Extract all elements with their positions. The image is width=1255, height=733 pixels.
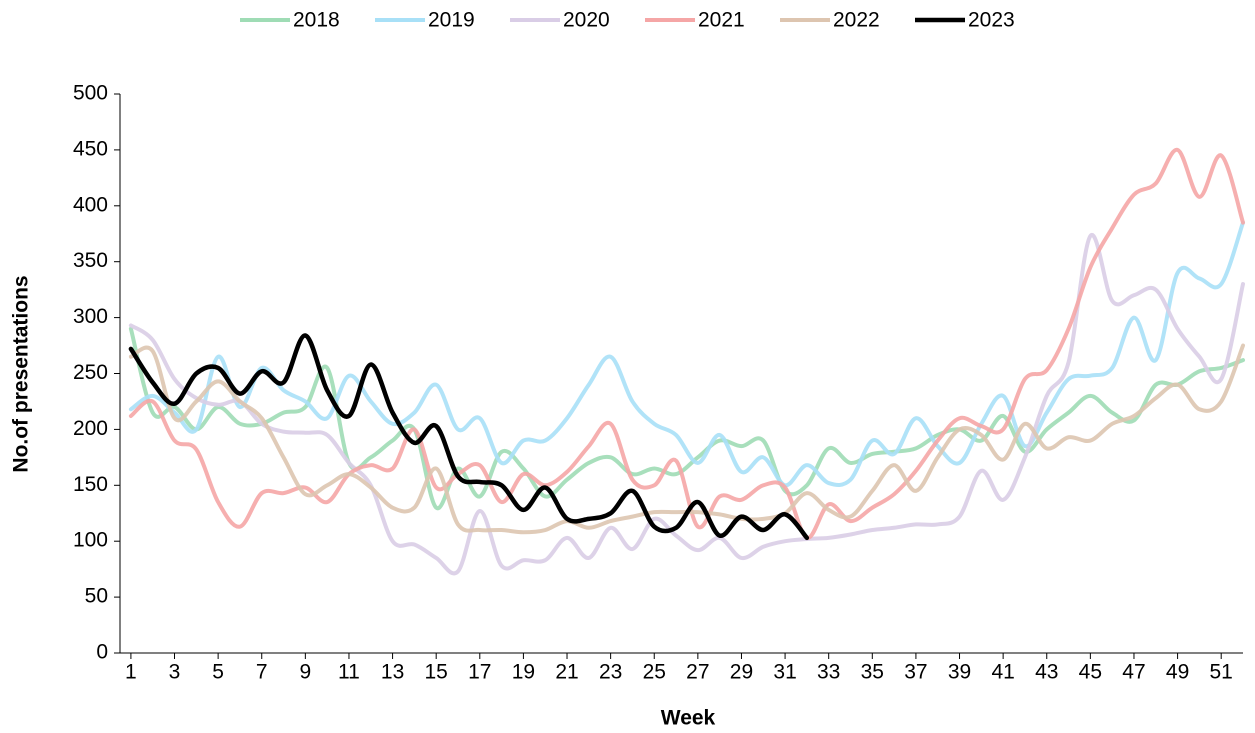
x-tick-label: 17 (468, 661, 491, 684)
legend-label: 2020 (563, 9, 610, 32)
x-tick-label: 1 (125, 661, 137, 684)
y-tick-label: 400 (73, 193, 108, 216)
x-tick-label: 19 (512, 661, 535, 684)
x-tick-label: 21 (555, 661, 578, 684)
x-tick-label: 13 (381, 661, 404, 684)
x-tick-label: 9 (300, 661, 312, 684)
line-series (128, 326, 1245, 510)
x-tick-label: 25 (643, 661, 666, 684)
y-tick-label: 50 (85, 585, 108, 608)
x-axis-title: Week (661, 707, 716, 730)
x-tick-label: 41 (991, 661, 1014, 684)
x-tick-label: 31 (773, 661, 796, 684)
x-tick-label: 27 (686, 661, 709, 684)
y-tick-label: 500 (73, 82, 108, 105)
legend-label: 2019 (428, 9, 475, 32)
x-tick-label: 23 (599, 661, 622, 684)
y-tick-label: 0 (96, 641, 108, 664)
x-tick-label: 51 (1210, 661, 1233, 684)
legend-label: 2018 (293, 9, 340, 32)
x-tick-label: 29 (730, 661, 753, 684)
x-tick-label: 45 (1079, 661, 1102, 684)
y-tick-label: 350 (73, 249, 108, 272)
x-tick-label: 11 (338, 661, 360, 684)
y-tick-label: 450 (73, 137, 108, 160)
x-tick-label: 43 (1035, 661, 1058, 684)
x-tick-label: 37 (904, 661, 927, 684)
line-series (128, 333, 810, 541)
line-series (128, 343, 1245, 535)
x-tick-label: 15 (425, 661, 448, 684)
y-tick-label: 250 (73, 361, 108, 384)
legend-label: 2021 (698, 9, 745, 32)
x-tick-label: 33 (817, 661, 840, 684)
line-series (128, 147, 1245, 540)
y-tick-label: 100 (73, 529, 108, 552)
y-axis-title: No.of presentations (10, 275, 33, 472)
x-tick-label: 47 (1122, 661, 1145, 684)
x-tick-label: 5 (212, 661, 224, 684)
legend-label: 2022 (833, 9, 880, 32)
y-tick-label: 150 (73, 473, 108, 496)
legend-label: 2023 (968, 9, 1015, 32)
x-tick-label: 3 (169, 661, 181, 684)
line-series (128, 233, 1245, 576)
x-tick-label: 7 (256, 661, 268, 684)
x-tick-label: 49 (1166, 661, 1189, 684)
x-tick-label: 35 (861, 661, 884, 684)
y-tick-label: 300 (73, 305, 108, 328)
x-tick-label: 39 (948, 661, 971, 684)
line-series (128, 220, 1245, 488)
y-tick-label: 200 (73, 417, 108, 440)
